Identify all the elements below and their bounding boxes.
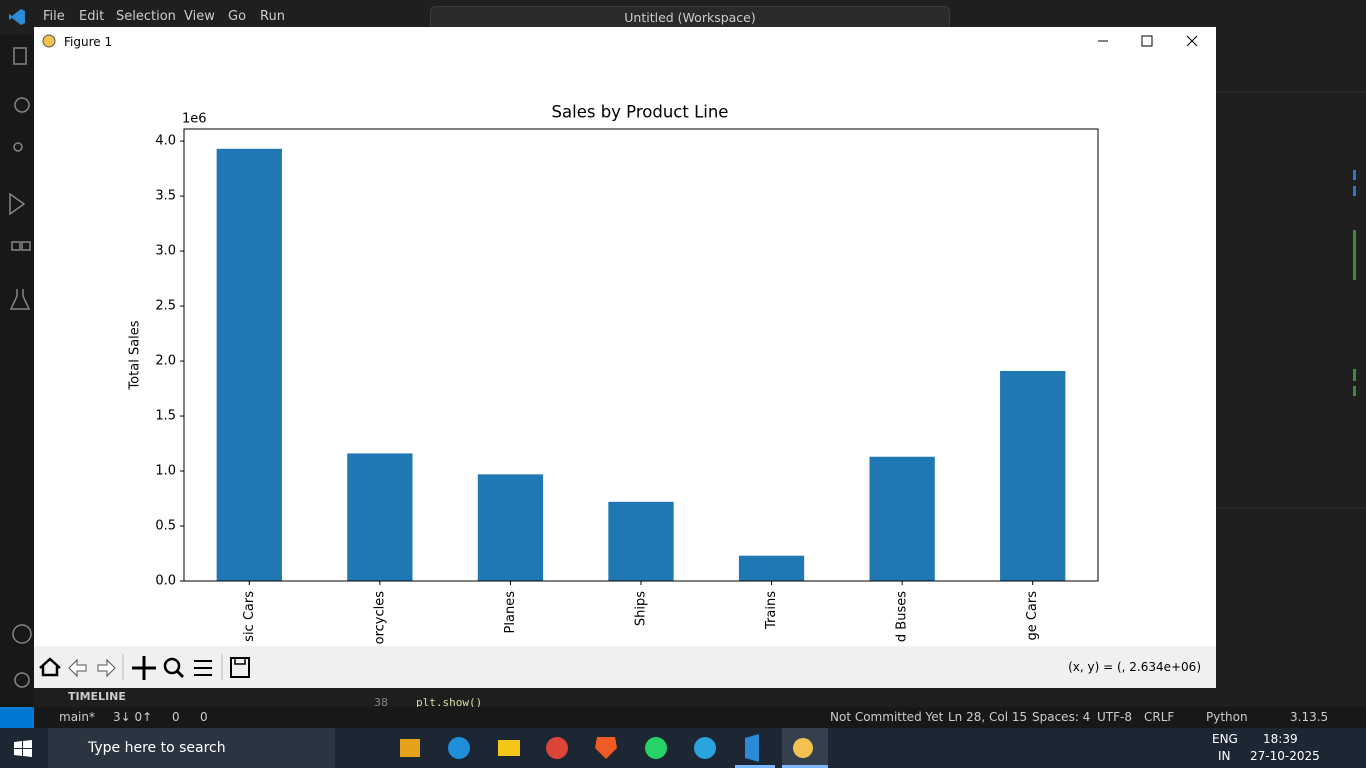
status-bar: main* 3↓ 0↑ 0 0 Not Committed Yet Ln 28,…: [0, 707, 1366, 728]
window-controls[interactable]: [1094, 33, 1216, 49]
y-tick-label: 1.0: [155, 464, 176, 479]
x-tick-label: orcycles: [372, 591, 387, 645]
remote-indicator[interactable]: [0, 707, 34, 728]
bar: [608, 501, 674, 581]
chart-title: Sales by Product Line: [552, 103, 729, 122]
menu-item[interactable]: Run: [260, 9, 285, 24]
language[interactable]: Python: [1206, 710, 1248, 724]
timeline-header[interactable]: TIMELINE: [68, 690, 126, 703]
plot-frame: [183, 128, 1099, 582]
line-number: 38: [374, 696, 388, 709]
bottom-panel: TIMELINE 38 plt.show(): [34, 688, 1216, 709]
menu-item[interactable]: File: [43, 9, 65, 24]
y-tick-label: 4.0: [155, 134, 176, 149]
y-tick-label: 2.0: [155, 354, 176, 369]
activity-bar: [0, 34, 34, 707]
menu-item[interactable]: Go: [228, 9, 247, 24]
y-tick-label: 2.5: [155, 299, 176, 314]
bar: [1000, 370, 1066, 581]
app-icon: [9, 9, 25, 25]
figure-toolbar: (x, y) = (, 2.634e+06): [34, 646, 1216, 688]
menu-item[interactable]: Selection: [116, 9, 176, 24]
cursor-position[interactable]: Ln 28, Col 15: [948, 710, 1028, 724]
menu-item[interactable]: View: [184, 9, 215, 24]
x-tick-label: d Buses: [895, 591, 910, 642]
toolbar-icons[interactable]: [34, 646, 274, 688]
taskbar: Type here to search ENG IN 18:39 27-10-2…: [0, 728, 1366, 768]
python-version[interactable]: 3.13.5: [1290, 710, 1329, 724]
clock-date[interactable]: 27-10-2025: [1250, 749, 1320, 763]
figure-window: Figure 1 Sales by Product Line Total Sal…: [34, 27, 1216, 688]
input-region[interactable]: IN: [1218, 749, 1231, 763]
code-line: plt.show(): [416, 696, 483, 709]
start-button[interactable]: [14, 740, 32, 758]
y-tick-label: 3.5: [155, 189, 176, 204]
taskbar-search[interactable]: Type here to search: [48, 728, 335, 768]
input-language[interactable]: ENG: [1212, 732, 1238, 746]
activity-icons: [9, 47, 32, 688]
search-placeholder: Type here to search: [88, 740, 226, 756]
x-tick-label: Trains: [764, 591, 779, 630]
y-tick-label: 0.0: [155, 574, 176, 589]
indentation[interactable]: Spaces: 4: [1032, 710, 1091, 724]
taskbar-apps[interactable]: [345, 728, 835, 768]
error-count[interactable]: 0: [172, 710, 180, 724]
x-tick-label: ge Cars: [1025, 591, 1040, 641]
bar: [738, 555, 805, 581]
line-ending[interactable]: CRLF: [1144, 710, 1175, 724]
y-axis-label: Total Sales: [128, 320, 143, 390]
y-tick-label: 0.5: [155, 519, 176, 534]
clock-time[interactable]: 18:39: [1263, 732, 1298, 746]
bar: [216, 148, 282, 581]
chart: Sales by Product Line Total Sales 1e6 0.…: [128, 103, 1099, 645]
command-search[interactable]: Untitled (Workspace): [430, 6, 950, 30]
x-tick-label: Ships: [634, 591, 649, 626]
sync[interactable]: 3↓ 0↑: [113, 710, 153, 724]
bar: [477, 474, 544, 581]
figure-titlebar: Figure 1: [34, 27, 1216, 55]
branch[interactable]: main*: [59, 710, 95, 724]
encoding[interactable]: UTF-8: [1097, 710, 1132, 724]
y-offset-label: 1e6: [182, 112, 207, 127]
figure-icon: [42, 34, 56, 48]
editor-decorations: [1216, 91, 1366, 509]
y-tick-label: 1.5: [155, 409, 176, 424]
bar: [347, 453, 413, 581]
x-tick-label: sic Cars: [242, 591, 257, 642]
figure-title: Figure 1: [64, 35, 113, 49]
x-tick-label: Planes: [503, 591, 518, 634]
git-blame[interactable]: Not Committed Yet: [830, 710, 944, 724]
bar: [869, 456, 935, 581]
y-tick-label: 3.0: [155, 244, 176, 259]
editor-right: [1216, 34, 1366, 707]
menu-item[interactable]: Edit: [79, 9, 105, 24]
warning-count[interactable]: 0: [200, 710, 208, 724]
cursor-coords: (x, y) = (, 2.634e+06): [1068, 660, 1201, 674]
